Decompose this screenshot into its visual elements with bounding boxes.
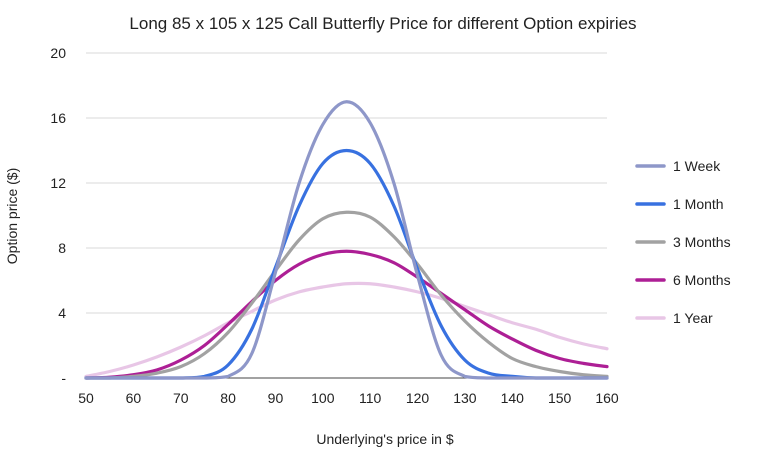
x-tick-label: 50 (78, 390, 94, 406)
legend-label-1-week: 1 Week (673, 158, 721, 174)
x-tick-label: 150 (548, 390, 572, 406)
y-tick-label: 4 (58, 305, 66, 321)
legend-label-3-months: 3 Months (673, 234, 731, 250)
series-line-1-week (84, 100, 609, 380)
x-tick-label: 60 (126, 390, 142, 406)
x-tick-label: 110 (359, 390, 382, 406)
x-tick-label: 130 (453, 390, 477, 406)
x-axis-ticks: 50 60 70 80 90 100 110 120 130 140 150 160 (78, 390, 619, 406)
legend: 1 Week 1 Month 3 Months 6 Months 1 Year (635, 158, 731, 326)
y-tick-label: 20 (50, 45, 66, 61)
x-tick-label: 90 (268, 390, 284, 406)
legend-label-1-month: 1 Month (673, 196, 724, 212)
series-line-6-months (84, 249, 609, 380)
x-tick-label: 160 (595, 390, 619, 406)
y-tick-label: 12 (50, 175, 66, 191)
series-lines (84, 100, 609, 380)
series-line-3-months (84, 210, 609, 380)
x-tick-label: 80 (220, 390, 236, 406)
x-axis-label: Underlying's price in $ (316, 431, 454, 447)
x-tick-label: 100 (311, 390, 335, 406)
series-line-1-year (84, 281, 609, 378)
x-tick-label: 120 (406, 390, 430, 406)
y-tick-label: 16 (50, 110, 66, 126)
x-tick-label: 70 (173, 390, 189, 406)
y-axis-label: Option price ($) (4, 168, 20, 264)
y-axis-ticks: - 4 8 12 16 20 (50, 45, 66, 386)
y-tick-label: 8 (58, 240, 66, 256)
y-tick-label: - (61, 370, 66, 386)
legend-label-6-months: 6 Months (673, 272, 731, 288)
legend-label-1-year: 1 Year (673, 310, 713, 326)
x-tick-label: 140 (501, 390, 525, 406)
chart-title: Long 85 x 105 x 125 Call Butterfly Price… (129, 14, 636, 33)
